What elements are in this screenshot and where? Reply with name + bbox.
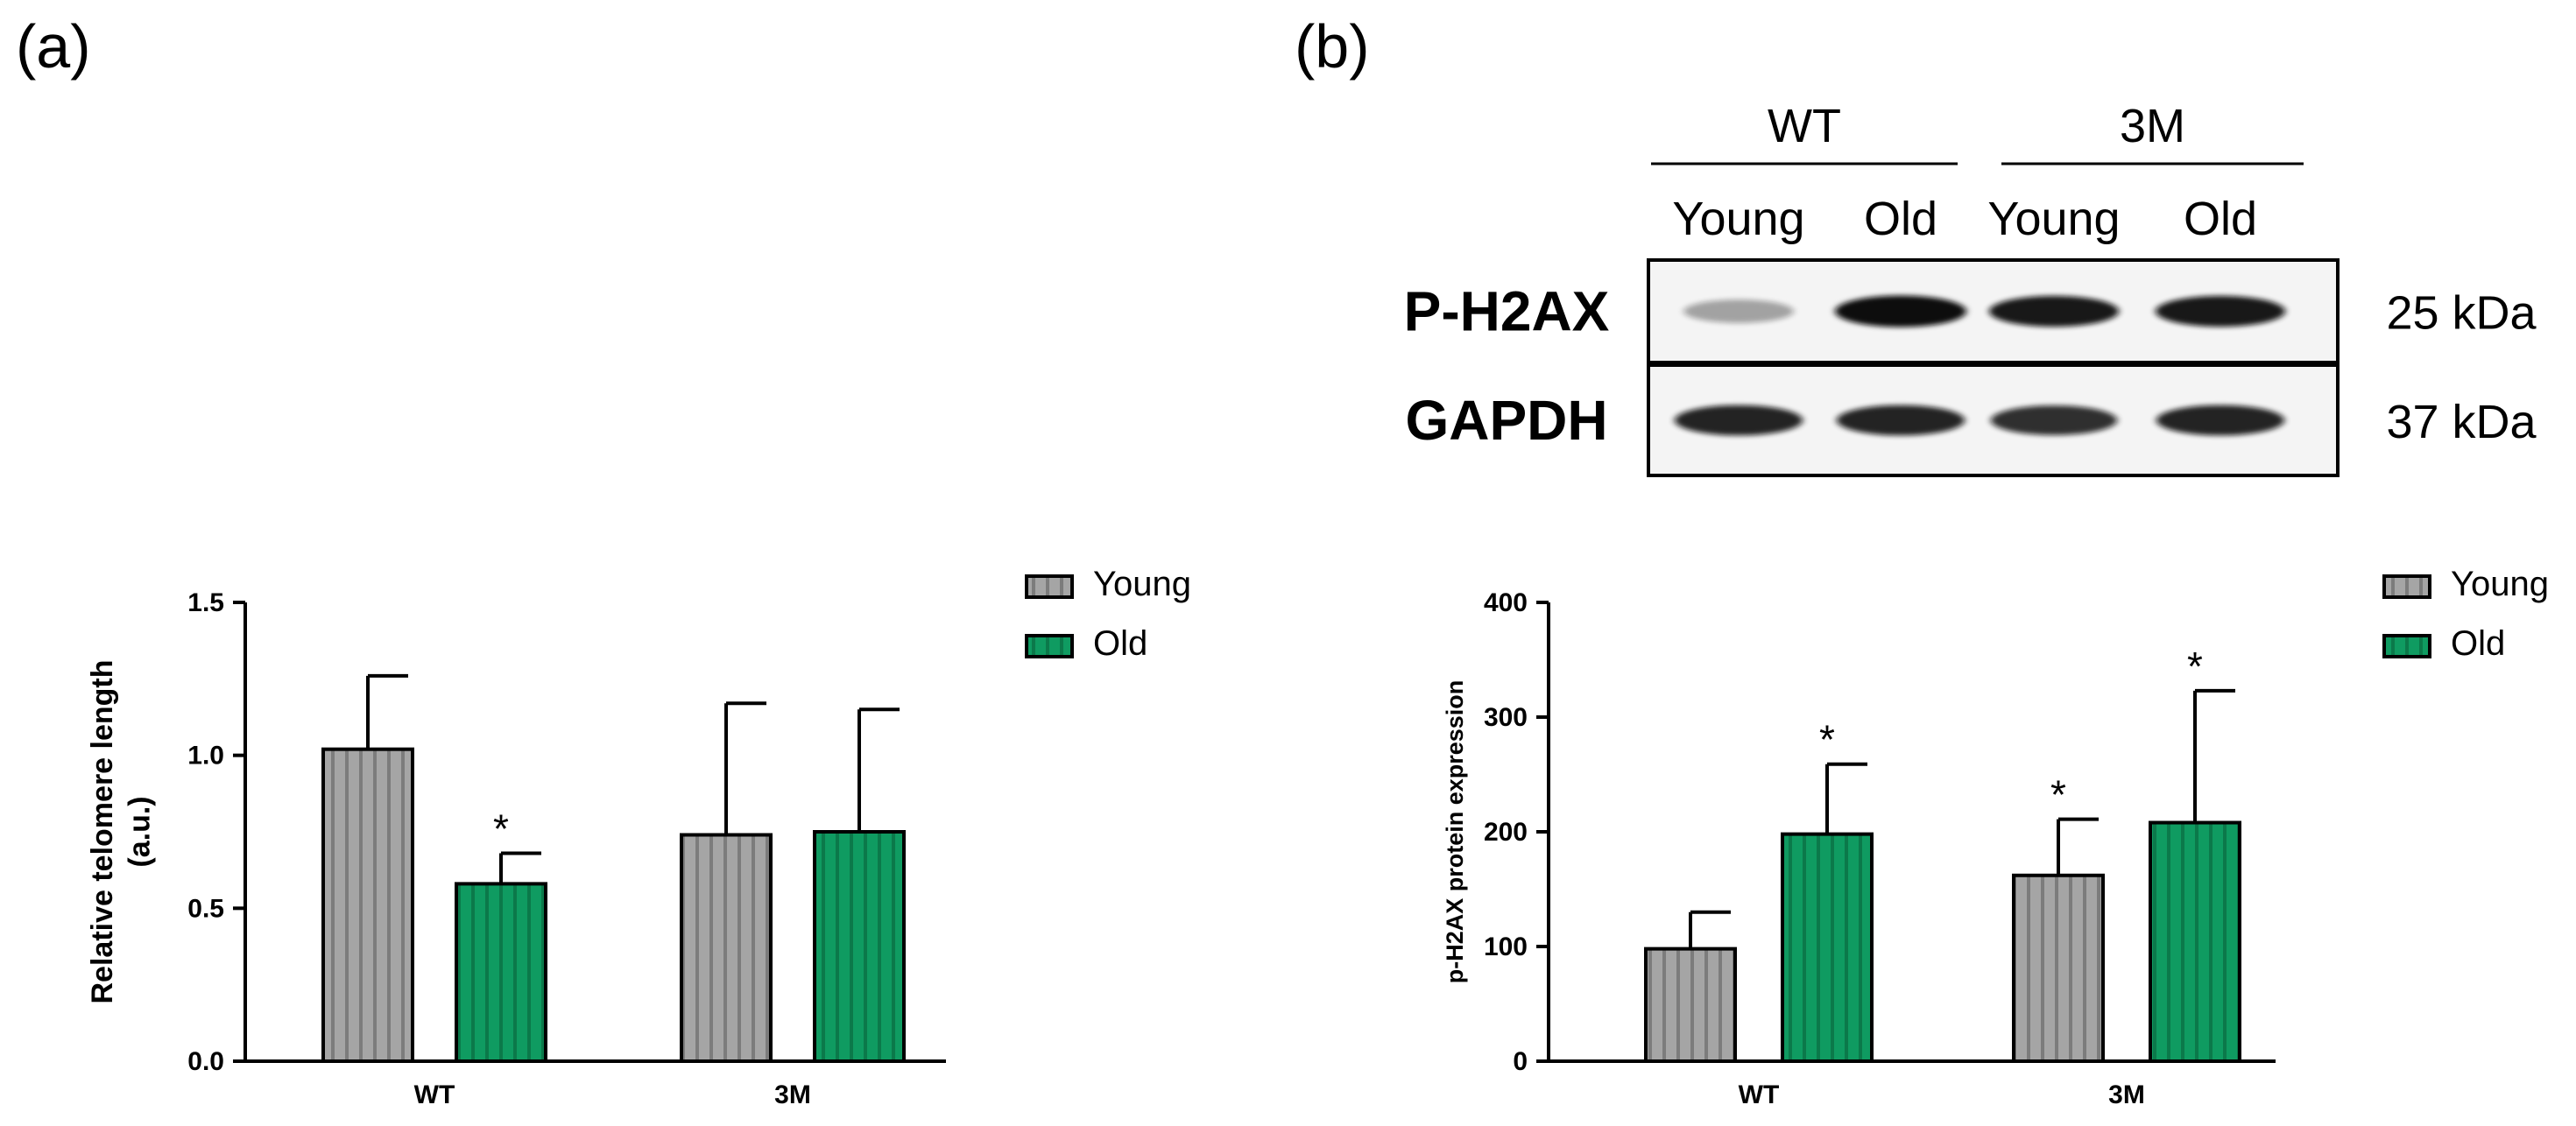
panel-b-label: (b) <box>1295 12 1370 81</box>
y-tick-label: 300 <box>1484 703 1528 732</box>
x-tick-label: WT <box>1739 1080 1780 1109</box>
protein-label: GAPDH <box>1405 389 1607 452</box>
blot-band <box>1674 405 1803 436</box>
y-tick-label: 0 <box>1513 1047 1528 1076</box>
y-tick-label: 0.5 <box>187 894 224 923</box>
chart-telomere-length: 0.0 0.5 1.0 1.5 Relative telomere length (a.u… <box>86 565 1191 1109</box>
y-tick-label: 1.0 <box>187 742 224 771</box>
bar-young <box>2012 873 2105 1064</box>
legend-label: Young <box>2451 565 2549 603</box>
blot-band <box>1835 295 1966 327</box>
y-tick-label: 0.0 <box>187 1047 224 1076</box>
blot-band <box>1988 295 2120 327</box>
significance-marker: * <box>1819 717 1835 763</box>
y-tick-label: 100 <box>1484 932 1528 961</box>
x-tick-label: 3M <box>774 1080 811 1109</box>
blot-band <box>1990 405 2118 435</box>
chart-ph2ax-expression: 0 100 200 300 400 p-H2AX protein expression * W… <box>1442 565 2549 1109</box>
bar-young <box>1644 947 1737 1063</box>
y-tick-label: 1.5 <box>187 588 224 617</box>
significance-marker: * <box>2050 772 2066 818</box>
y-tick-label: 400 <box>1484 588 1528 617</box>
blot-lane-label: Young <box>1987 193 2120 245</box>
legend-swatch <box>2382 634 2431 658</box>
y-axis-title: Relative telomere length (a.u.) <box>86 659 157 1003</box>
bar-old <box>455 882 547 1063</box>
bar-old <box>1781 832 1874 1063</box>
bar-old <box>813 830 906 1063</box>
blot-band <box>1683 299 1794 323</box>
blot-group-label: WT <box>1768 100 1841 152</box>
blot-lane-label: Old <box>1864 193 1937 245</box>
legend-swatch <box>1025 574 1074 599</box>
blot-band <box>2156 405 2285 436</box>
significance-marker: * <box>493 806 509 851</box>
legend-swatch <box>1025 634 1074 658</box>
x-tick-label: WT <box>414 1080 455 1109</box>
y-axis-title-line: Relative telomere length <box>86 659 119 1003</box>
bar-old <box>2149 820 2241 1064</box>
y-axis-title: p-H2AX protein expression <box>1442 680 1468 984</box>
y-axis-title-line: (a.u.) <box>124 796 157 867</box>
blot-band <box>2155 295 2286 327</box>
legend-label: Old <box>2451 624 2505 663</box>
x-tick-label: 3M <box>2108 1080 2145 1109</box>
blot-lane-label: Young <box>1672 193 1804 245</box>
blot-band <box>1836 405 1966 436</box>
protein-size-label: 25 kDa <box>2386 287 2537 340</box>
bar-young <box>680 833 773 1063</box>
bar-young <box>321 747 414 1063</box>
blot-lane-label: Old <box>2184 193 2257 245</box>
significance-marker: * <box>2187 644 2203 689</box>
legend-label: Young <box>1093 565 1191 603</box>
blot-group-label: 3M <box>2120 100 2185 152</box>
y-tick-label: 200 <box>1484 818 1528 847</box>
protein-size-label: 37 kDa <box>2386 396 2537 448</box>
legend-swatch <box>2382 574 2431 599</box>
panel-a-label: (a) <box>16 12 91 81</box>
y-axis-title-line: p-H2AX protein expression <box>1442 680 1468 984</box>
legend-label: Old <box>1093 624 1147 663</box>
protein-label: P-H2AX <box>1404 280 1610 343</box>
